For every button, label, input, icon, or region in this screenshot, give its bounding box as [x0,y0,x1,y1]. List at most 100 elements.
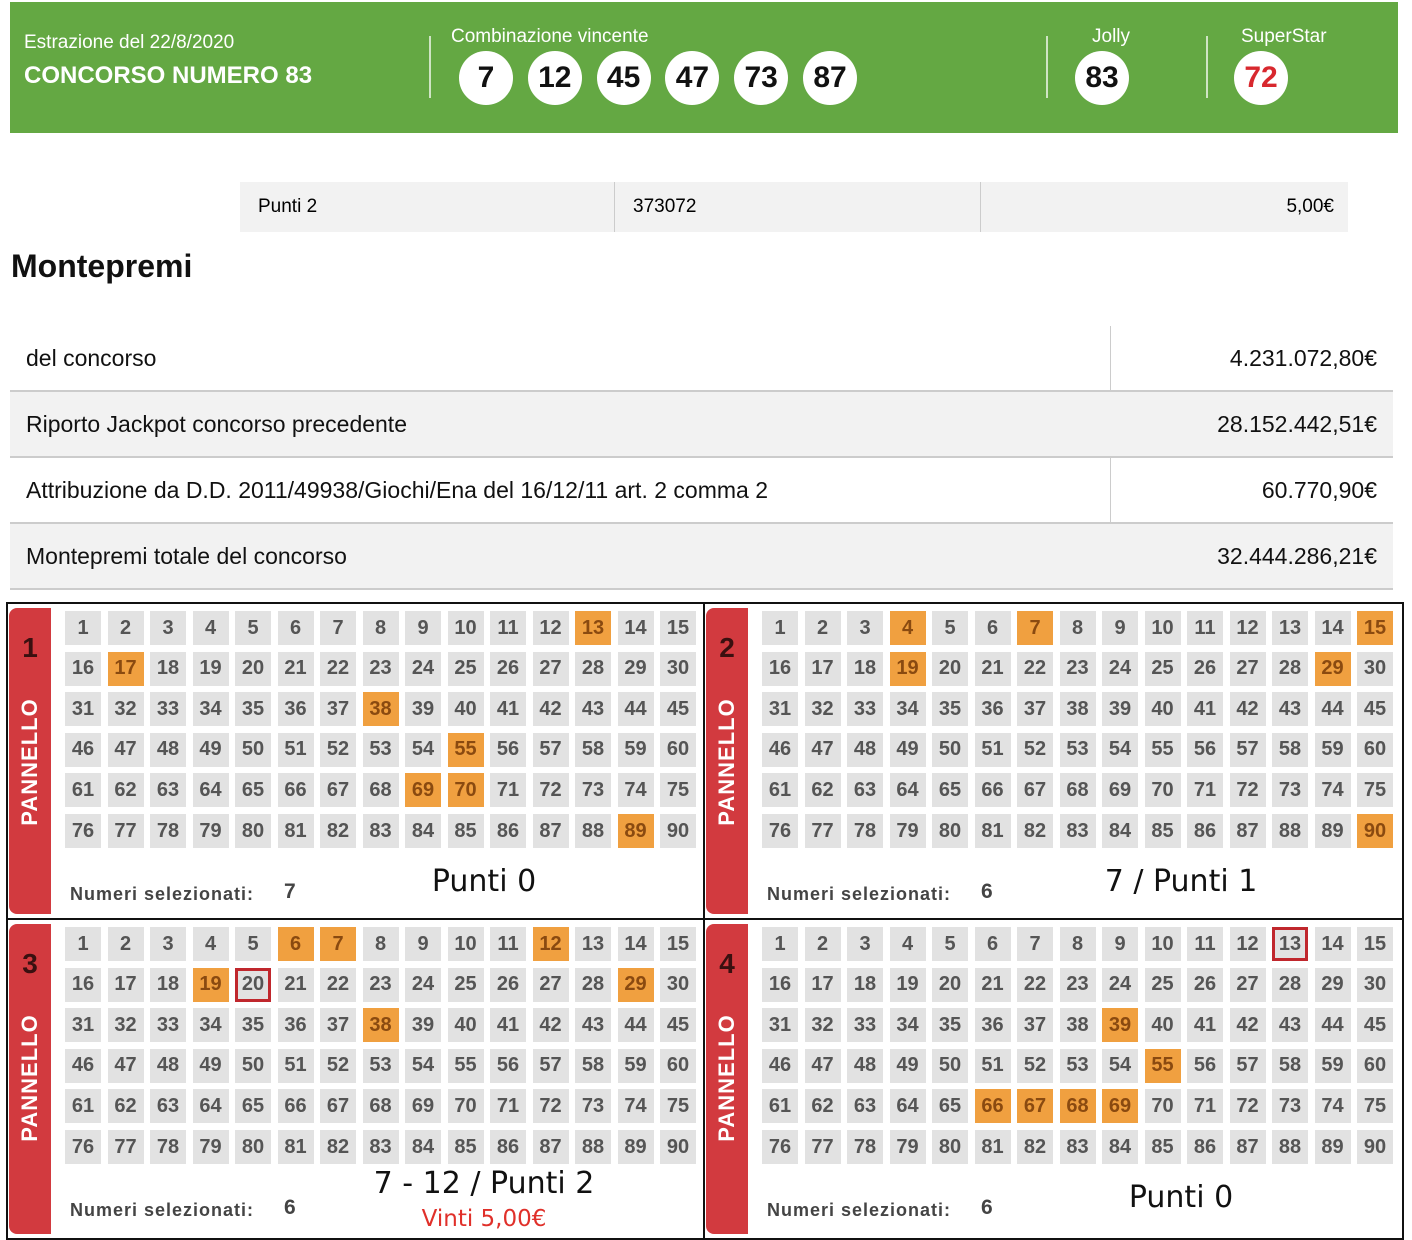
grid-number: 28 [1272,967,1308,1002]
grid-number: 82 [320,1130,356,1164]
prize-cell: 373072 [614,182,981,232]
grid-number: 37 [1017,1008,1053,1043]
grid-number: 6 [277,611,314,645]
grid-number: 66 [277,1089,314,1124]
grid-number: 52 [1017,1048,1053,1083]
grid-number: 78 [847,1130,883,1164]
panel-tab [706,924,748,1234]
grid-number: 38 [1059,692,1096,727]
grid-number: 77 [107,1130,144,1164]
grid-number: 12 [1229,927,1266,961]
grid-number: 44 [617,692,654,727]
grid-number: 60 [1357,1048,1393,1083]
grid-number: 29 [1314,967,1351,1002]
grid-number: 58 [1272,1048,1308,1083]
grid-number: 15 [660,611,696,645]
grid-number: 73 [1272,1089,1308,1124]
grid-number: 61 [65,1089,101,1124]
combo-label: Combinazione vincente [451,26,649,47]
selected-label: Numeri selezionati: [767,884,952,904]
grid-number: 24 [405,967,441,1002]
grid-number: 89 [617,1130,654,1164]
grid-number: 35 [932,1008,968,1043]
row-value: 32.444.286,21€ [1217,542,1377,569]
grid-number: 20 [932,651,968,686]
grid-number: 88 [575,814,611,848]
grid-number: 20 [235,651,271,686]
grid-number: 47 [804,1048,841,1083]
grid-number: 15 [660,927,696,961]
grid-number: 5 [235,611,271,645]
grid-number: 11 [1187,927,1223,961]
grid-number: 77 [107,814,144,848]
grid-number: 78 [847,814,883,848]
grid-number: 45 [660,1008,696,1043]
grid-number: 74 [1314,773,1351,808]
grid-number: 62 [107,1089,144,1124]
grid-number: 86 [490,1130,526,1164]
grid-number: 6 [974,927,1011,961]
draw-title: CONCORSO NUMERO 83 [24,62,313,89]
grid-number: 34 [192,692,229,727]
number-ball: 7 [459,51,513,105]
panel-label: PANNELLO [17,1014,42,1142]
grid-number: 8 [1059,611,1096,645]
grid-number: 88 [1272,1130,1308,1164]
grid-number: 66 [974,773,1011,808]
row-label: Montepremi totale del concorso [26,542,347,569]
grid-number: 54 [405,1048,441,1083]
grid-number: 87 [532,814,569,848]
divider [1046,36,1048,98]
grid-number: 27 [532,651,569,686]
grid-number: 60 [660,732,696,767]
grid-number: 61 [762,1089,798,1124]
grid-number: 87 [532,1130,569,1164]
grid-number: 52 [320,1048,356,1083]
grid-number: 51 [974,1048,1011,1083]
grid-number: 12 [532,611,569,645]
grid-number: 88 [575,1130,611,1164]
grid-number: 25 [1144,967,1181,1002]
grid-number: 44 [1314,692,1351,727]
grid-number: 58 [575,732,611,767]
grid-number: 32 [107,692,144,727]
grid-number: 27 [532,967,569,1002]
grid-number: 47 [107,1048,144,1083]
grid-number: 65 [932,773,968,808]
grid-number: 46 [762,732,798,767]
grid-number: 56 [490,1048,526,1083]
grid-number: 22 [320,651,356,686]
panel-note: 7 - 12 / Punti 2 [373,1166,595,1201]
selected-label: Numeri selezionati: [70,1200,255,1220]
row-label: del concorso [26,344,157,371]
selected-label: Numeri selezionati: [767,1200,952,1220]
grid-number: 14 [1314,611,1351,645]
grid-number: 2 [804,927,841,961]
grid-number: 47 [804,732,841,767]
panel-note: Punti 0 [1128,1180,1234,1215]
grid-number: 90 [660,814,696,848]
grid-number: 78 [150,814,186,848]
grid-number: 3 [847,611,883,645]
grid-number: 90 [1357,1130,1393,1164]
grid-number: 80 [235,814,271,848]
selected-number: 68 [1059,1089,1096,1124]
grid-number: 18 [847,967,883,1002]
selected-number: 4 [889,611,926,645]
grid-number: 75 [1357,773,1393,808]
montepremi-row: Attribuzione da D.D. 2011/49938/Giochi/E… [10,458,1393,524]
grid-number: 46 [762,1048,798,1083]
grid-number: 23 [362,651,399,686]
grid-number: 45 [1357,692,1393,727]
grid-number: 79 [192,814,229,848]
grid-number: 25 [447,967,484,1002]
grid-number: 63 [847,1089,883,1124]
grid-number: 9 [405,611,441,645]
grid-number: 38 [1059,1008,1096,1043]
grid-number: 42 [1229,692,1266,727]
grid-number: 59 [617,1048,654,1083]
panel-tab [9,924,51,1234]
grid-number: 75 [660,1089,696,1124]
grid-number: 1 [65,927,101,961]
grid-number: 40 [447,692,484,727]
